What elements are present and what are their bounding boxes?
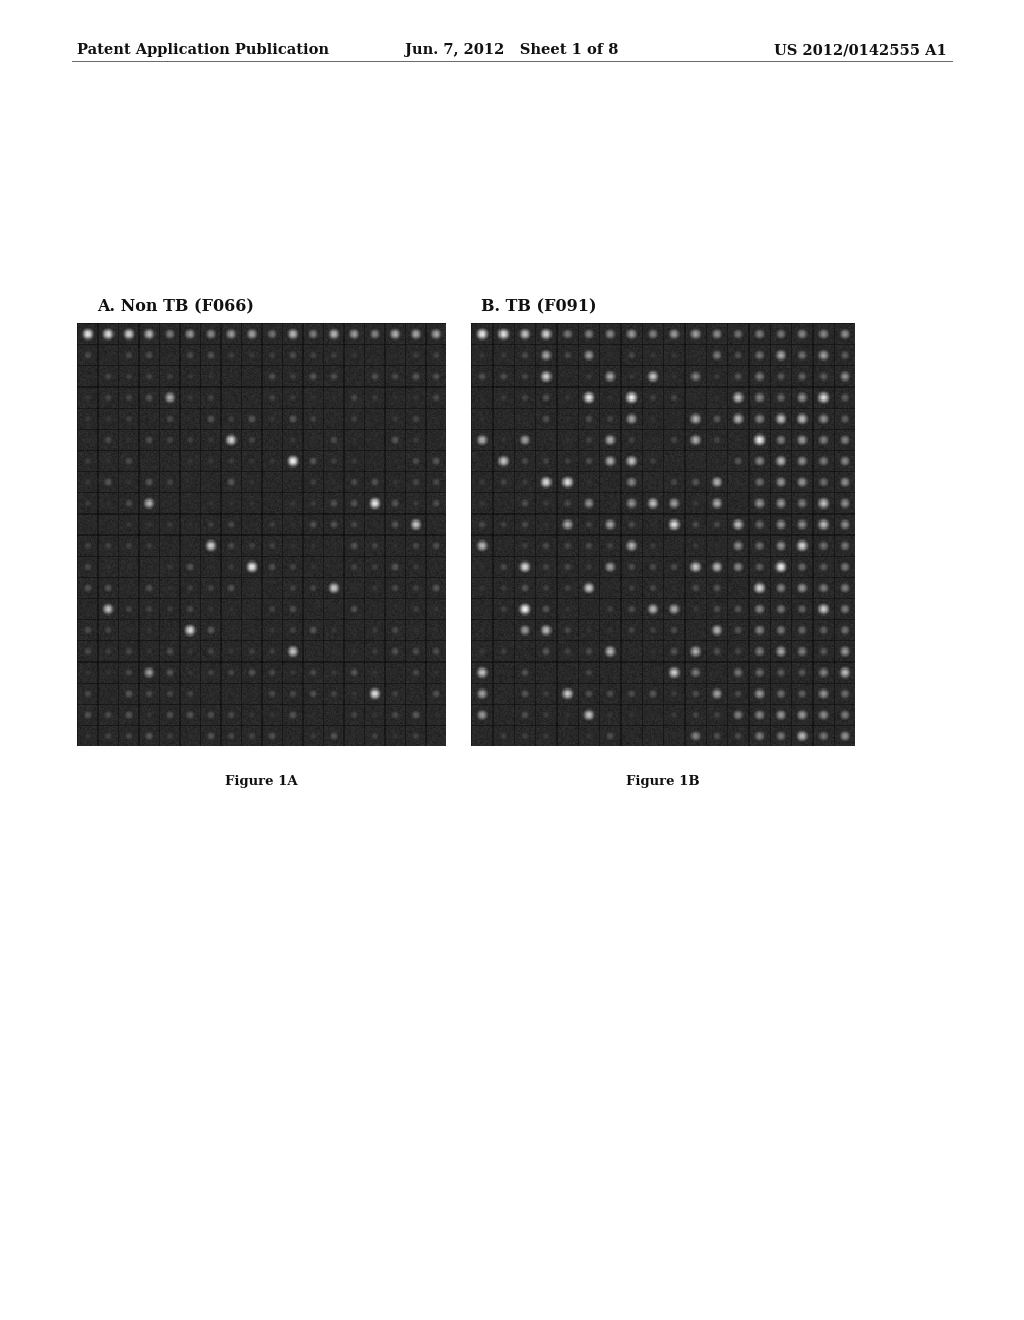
Text: Patent Application Publication: Patent Application Publication	[77, 44, 329, 57]
Text: Figure 1B: Figure 1B	[627, 775, 699, 788]
Text: Figure 1A: Figure 1A	[225, 775, 297, 788]
Text: US 2012/0142555 A1: US 2012/0142555 A1	[774, 44, 947, 57]
Text: A. Non TB (F066): A. Non TB (F066)	[97, 298, 254, 315]
Text: B. TB (F091): B. TB (F091)	[481, 298, 597, 315]
Text: Jun. 7, 2012   Sheet 1 of 8: Jun. 7, 2012 Sheet 1 of 8	[406, 44, 618, 57]
